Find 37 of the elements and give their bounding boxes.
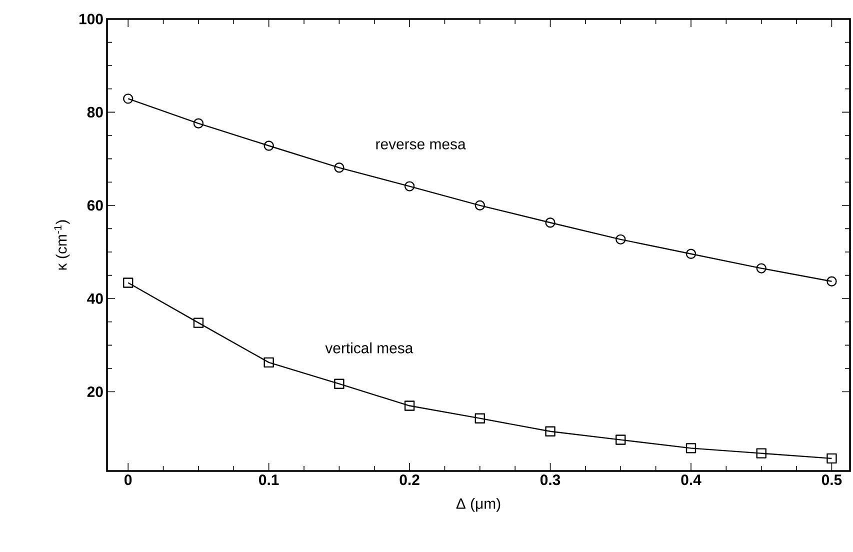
x-tick-label: 0.5 [822,474,842,486]
point [404,181,415,192]
point [474,413,486,424]
y-tick-label: 60 [87,200,103,211]
point [616,234,626,245]
point [123,278,134,288]
x-axis-title: Δ (μm) [456,498,500,512]
y-axis-title: κ (cm$^{-1}$) [54,220,70,270]
y-tick-label: 100 [79,14,103,24]
point [193,118,204,128]
point [334,162,344,173]
point [756,263,766,274]
point [264,357,274,368]
point [826,276,837,286]
point [123,94,134,104]
series-label: reverse mesa [376,141,466,150]
point [616,434,626,445]
point [404,400,415,411]
point [193,318,204,328]
point [826,453,837,464]
x-tick-label: 0 [124,474,132,486]
x-tick-label: 0.2 [400,474,420,486]
x-tick-label: 0.3 [540,474,560,486]
x-tick-label: 0.1 [259,474,279,486]
y-tick-label: 80 [87,106,103,118]
y-tick-label: 40 [87,293,103,304]
series-label: vertical mesa [325,342,414,354]
point [686,443,696,454]
point [264,140,274,151]
point [545,426,556,436]
point [686,248,696,259]
y-tick-label: 20 [87,386,103,398]
point [474,200,486,210]
x-tick-label: 0.4 [681,474,702,486]
point [334,378,344,389]
point [545,218,556,228]
point [756,448,766,458]
